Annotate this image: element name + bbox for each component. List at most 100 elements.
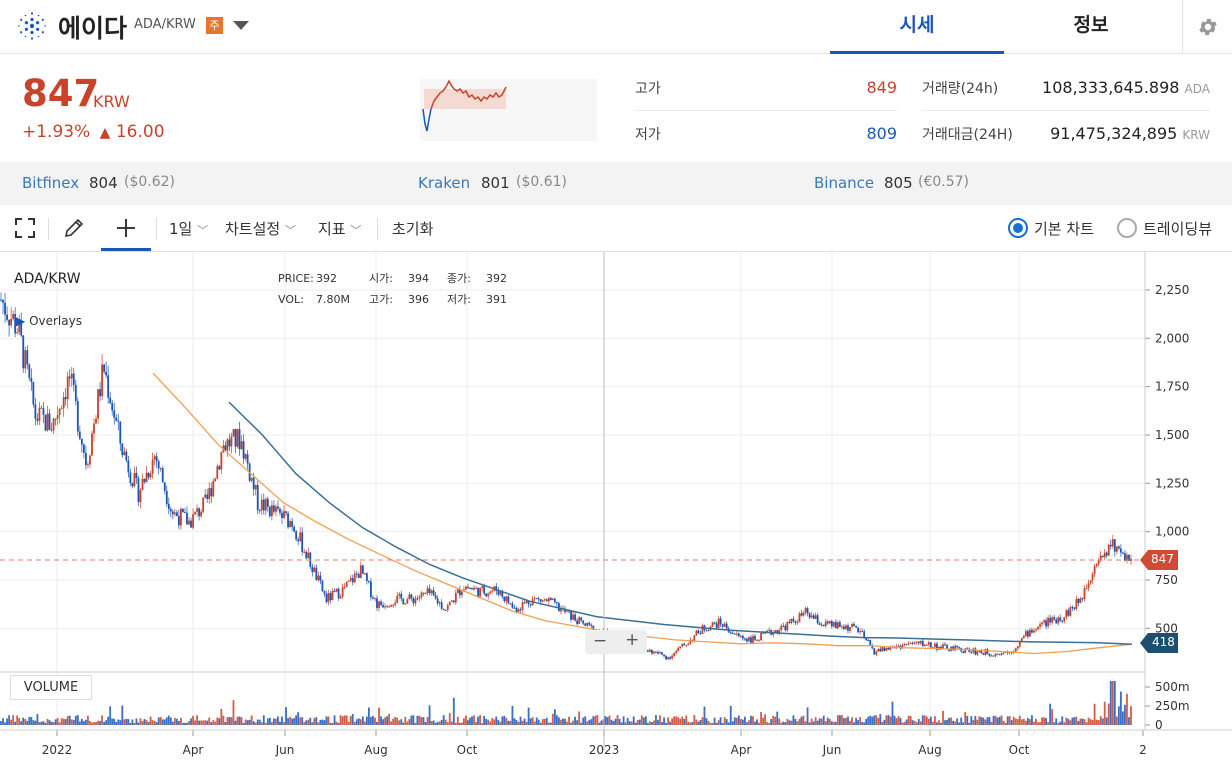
candle-body bbox=[374, 598, 376, 600]
chart-grid bbox=[0, 252, 1145, 730]
pencil-icon[interactable] bbox=[63, 217, 85, 239]
candle-body bbox=[1081, 598, 1084, 600]
candle-body bbox=[784, 625, 787, 631]
volume-bar bbox=[834, 721, 837, 725]
candle-body bbox=[927, 642, 930, 645]
settings-button[interactable] bbox=[1182, 0, 1232, 54]
exchange-name[interactable]: Binance bbox=[814, 174, 875, 192]
volume-bar bbox=[218, 718, 221, 725]
volume-bar bbox=[1085, 722, 1088, 725]
volume-bar bbox=[450, 721, 453, 725]
candle-body bbox=[857, 627, 860, 633]
candle-body bbox=[497, 591, 500, 595]
indicators-menu[interactable]: 지표 ﹀ bbox=[318, 218, 361, 239]
candle-body bbox=[917, 641, 920, 644]
tradingview-label[interactable]: 트레이딩뷰 bbox=[1143, 220, 1213, 238]
candle-body bbox=[790, 618, 793, 623]
volume-bar bbox=[208, 717, 211, 725]
exchange-name[interactable]: Bitfinex bbox=[22, 174, 80, 192]
chevron-down-icon: ﹀ bbox=[350, 224, 362, 237]
y-tick-label: 1,750 bbox=[1155, 380, 1189, 394]
volume-bar bbox=[272, 718, 275, 725]
candle-body bbox=[566, 611, 568, 613]
interval-select[interactable]: 1일 ﹀ bbox=[169, 218, 208, 239]
volume-bar bbox=[543, 718, 546, 725]
candle-body bbox=[341, 587, 344, 597]
volume-bar bbox=[618, 718, 621, 725]
volume-bar bbox=[1010, 720, 1013, 725]
volume-bar bbox=[841, 715, 843, 725]
volume-bar bbox=[101, 715, 103, 725]
volume-bar bbox=[788, 720, 791, 725]
x-tick-label: Jun bbox=[275, 743, 295, 757]
candle-body bbox=[28, 364, 31, 379]
volume-bar bbox=[766, 722, 769, 725]
candle-body bbox=[378, 601, 380, 609]
volume-bar bbox=[923, 715, 926, 725]
volume-bar bbox=[574, 716, 577, 725]
candle-body bbox=[735, 633, 738, 635]
candle-body bbox=[919, 640, 922, 644]
tradingview-radio[interactable] bbox=[1117, 218, 1137, 238]
candlestick-series bbox=[0, 292, 1132, 661]
candle-body bbox=[323, 591, 326, 594]
volume-bar bbox=[1109, 681, 1112, 725]
volume-bar bbox=[776, 711, 779, 725]
volume-bar bbox=[311, 722, 314, 725]
volume-bar bbox=[323, 720, 326, 725]
candle-body bbox=[818, 623, 821, 625]
volume-bar bbox=[48, 720, 51, 725]
volume-bar bbox=[746, 722, 748, 725]
ma-short-line bbox=[152, 372, 1133, 655]
volume-bar bbox=[1075, 716, 1078, 725]
x-tick-label: 2 bbox=[1139, 743, 1147, 757]
ohlc-legend-row: PRICE: 392 시가: 394 종가: 392 bbox=[278, 268, 507, 289]
candle-body bbox=[4, 302, 6, 315]
volume-bar bbox=[915, 722, 918, 725]
candle-body bbox=[998, 654, 1001, 656]
basic-chart-label[interactable]: 기본 차트 bbox=[1034, 220, 1094, 238]
volume-bar bbox=[1020, 719, 1023, 725]
price-chart[interactable]: 2,250 2,000 1,750 1,500 1,250 1,000 750 500 500m… bbox=[0, 252, 1232, 766]
volume-bar bbox=[1055, 718, 1058, 725]
candle-body bbox=[337, 588, 340, 599]
overlays-toggle[interactable]: ▶ Overlays bbox=[16, 314, 82, 328]
exchange-prices-bar: Bitfinex 804 ($0.62) Kraken 801 ($0.61) … bbox=[0, 162, 1232, 205]
candle-body bbox=[507, 596, 510, 604]
volume-bar bbox=[171, 721, 174, 725]
tab-market-price[interactable]: 시세 bbox=[830, 0, 1004, 54]
chart-settings-menu[interactable]: 차트설정 ﹀ bbox=[225, 218, 296, 239]
volume-bar bbox=[127, 719, 130, 725]
tab-info[interactable]: 정보 bbox=[1073, 14, 1109, 36]
volume-bar bbox=[410, 715, 413, 725]
zoom-out-button[interactable]: − bbox=[593, 631, 608, 651]
fullscreen-icon[interactable] bbox=[14, 217, 36, 239]
candle-body bbox=[370, 581, 372, 598]
volume-bar bbox=[897, 716, 900, 725]
candle-body bbox=[948, 649, 950, 651]
candle-body bbox=[505, 596, 508, 602]
candle-body bbox=[68, 376, 71, 379]
reset-button[interactable]: 초기화 bbox=[392, 220, 434, 238]
volume-bar bbox=[673, 716, 676, 725]
volume-bar bbox=[337, 722, 340, 725]
candle-body bbox=[905, 644, 908, 646]
volume-bar bbox=[715, 722, 718, 725]
volume-bar bbox=[517, 721, 520, 725]
candle-body bbox=[161, 468, 164, 483]
candle-body bbox=[1075, 599, 1078, 609]
volume-bar bbox=[887, 715, 890, 725]
candle-body bbox=[434, 595, 437, 599]
exchange-name[interactable]: Kraken bbox=[418, 174, 471, 192]
coin-select-dropdown-icon[interactable] bbox=[233, 21, 249, 30]
candle-body bbox=[582, 620, 585, 624]
candle-body bbox=[537, 598, 540, 600]
zoom-in-button[interactable]: + bbox=[625, 630, 640, 650]
crosshair-tool[interactable] bbox=[101, 205, 151, 251]
mini-chart-svg bbox=[422, 79, 507, 132]
candle-body bbox=[135, 472, 138, 479]
volume-bar bbox=[758, 722, 760, 725]
volume-bar bbox=[1117, 706, 1120, 725]
volume-bar bbox=[644, 716, 647, 725]
basic-chart-radio[interactable] bbox=[1008, 218, 1028, 238]
